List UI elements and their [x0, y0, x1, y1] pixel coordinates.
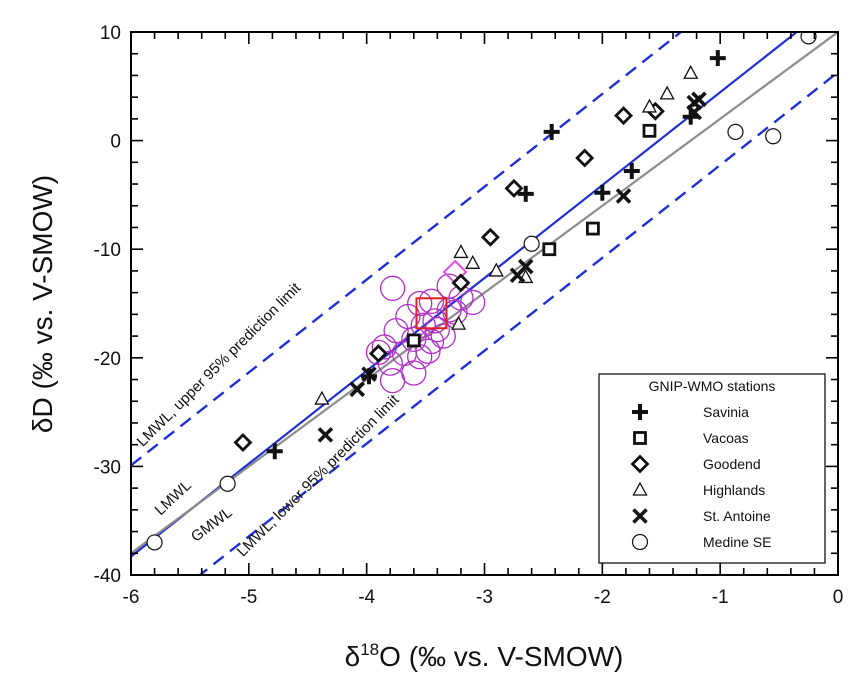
point-st-antoine — [691, 91, 707, 108]
point-goodend — [368, 343, 388, 363]
point-medine-se — [800, 32, 817, 45]
highlight-circle — [379, 367, 406, 394]
point-goodend — [480, 227, 500, 247]
highlight-circle — [383, 317, 409, 344]
x-tick-label: -5 — [240, 587, 257, 608]
point-goodend — [575, 148, 595, 168]
point-medine-se — [146, 534, 163, 551]
point-highlands — [453, 244, 469, 259]
line-lmwl — [131, 32, 799, 558]
highlight-circle — [401, 360, 427, 386]
y-tick-label: -30 — [94, 457, 121, 478]
point-st-antoine — [317, 427, 334, 443]
legend-title: GNIP-WMO stations — [649, 378, 776, 394]
x-tick-label: 0 — [833, 587, 844, 608]
point-highlands — [683, 64, 699, 79]
highlight-circle — [418, 288, 445, 314]
y-tick-label: 0 — [110, 132, 121, 153]
point-savinia — [543, 123, 560, 140]
line-label: GMWL — [188, 504, 236, 546]
x-tick-label: -3 — [476, 587, 493, 608]
highlight-circle — [377, 350, 403, 376]
highlight-circle — [415, 338, 441, 364]
point-medine-se — [765, 128, 782, 145]
point-savinia — [623, 163, 640, 180]
y-tick-label: -10 — [94, 240, 121, 261]
highlight-circle — [410, 312, 436, 338]
legend-label-highlands: Highlands — [703, 482, 765, 498]
legend-marker-vacoas — [633, 431, 647, 445]
legend-label-savinia: Savinia — [703, 404, 749, 420]
x-axis-label-prefix: δ — [345, 641, 361, 672]
point-highlands — [641, 98, 658, 113]
point-st-antoine — [509, 267, 526, 284]
point-savinia — [709, 50, 726, 67]
highlight-circle — [430, 323, 456, 349]
x-tick-label: -2 — [594, 587, 611, 608]
point-vacoas — [642, 123, 657, 138]
point-goodend — [233, 433, 253, 452]
legend-label-medine-se: Medine SE — [703, 534, 771, 550]
x-tick-label: -6 — [123, 587, 140, 608]
x-axis-label-sup: 18 — [360, 640, 379, 659]
highlight-square — [415, 297, 448, 330]
point-medine-se — [523, 235, 540, 252]
y-tick-label: -40 — [94, 566, 121, 587]
point-vacoas — [406, 333, 421, 348]
legend: GNIP-WMO stations Savinia Vacoas Goodend Hi… — [598, 373, 826, 564]
legend-label-vacoas: Vacoas — [703, 430, 749, 446]
y-axis-label: δD (‰ vs. V-SMOW) — [27, 175, 58, 433]
y-tick-label: -20 — [94, 349, 121, 370]
point-vacoas — [542, 242, 557, 257]
point-goodend — [504, 178, 524, 198]
legend-label-st-antoine: St. Antoine — [703, 508, 771, 524]
legend-label-goodend: Goodend — [703, 456, 761, 472]
point-savinia — [594, 184, 611, 201]
highlight-circle — [424, 316, 451, 343]
point-highlands — [465, 254, 481, 269]
point-highlands — [450, 315, 467, 330]
legend-marker-medine-se — [631, 533, 649, 551]
x-tick-label: -1 — [712, 587, 729, 608]
line-label: LMWL, upper 95% prediction limit — [134, 279, 305, 450]
point-highlands — [659, 85, 675, 100]
point-highlands — [488, 262, 504, 277]
highlight-circle — [407, 344, 433, 370]
point-savinia — [266, 443, 283, 460]
point-medine-se — [219, 475, 236, 492]
x-axis-label: δ18O (‰ vs. V-SMOW) — [345, 640, 624, 672]
x-tick-label: -4 — [358, 587, 375, 608]
legend-marker-goodend — [630, 454, 650, 474]
point-vacoas — [586, 221, 600, 236]
legend-marker-highlands — [632, 481, 648, 496]
highlight-circle — [460, 289, 486, 316]
line-lmwl-upper-95-prediction-limit — [131, 32, 683, 467]
y-tick-label: 10 — [100, 23, 121, 44]
highlight-circle — [379, 275, 406, 301]
point-st-antoine — [615, 188, 632, 204]
legend-marker-savinia — [632, 404, 648, 420]
point-st-antoine — [361, 366, 377, 382]
point-savinia — [517, 185, 534, 202]
highlight-circle — [371, 334, 397, 360]
line-gmwl — [131, 32, 838, 555]
point-medine-se — [727, 123, 744, 141]
point-st-antoine — [349, 381, 366, 398]
legend-marker-st-antoine — [632, 508, 648, 524]
point-goodend — [451, 273, 471, 293]
x-axis-label-rest: O (‰ vs. V-SMOW) — [379, 641, 623, 672]
point-highlands — [314, 390, 330, 405]
line-lmwl-lower-95-prediction-limit — [197, 71, 838, 575]
point-st-antoine — [686, 104, 703, 121]
point-goodend — [614, 106, 634, 126]
